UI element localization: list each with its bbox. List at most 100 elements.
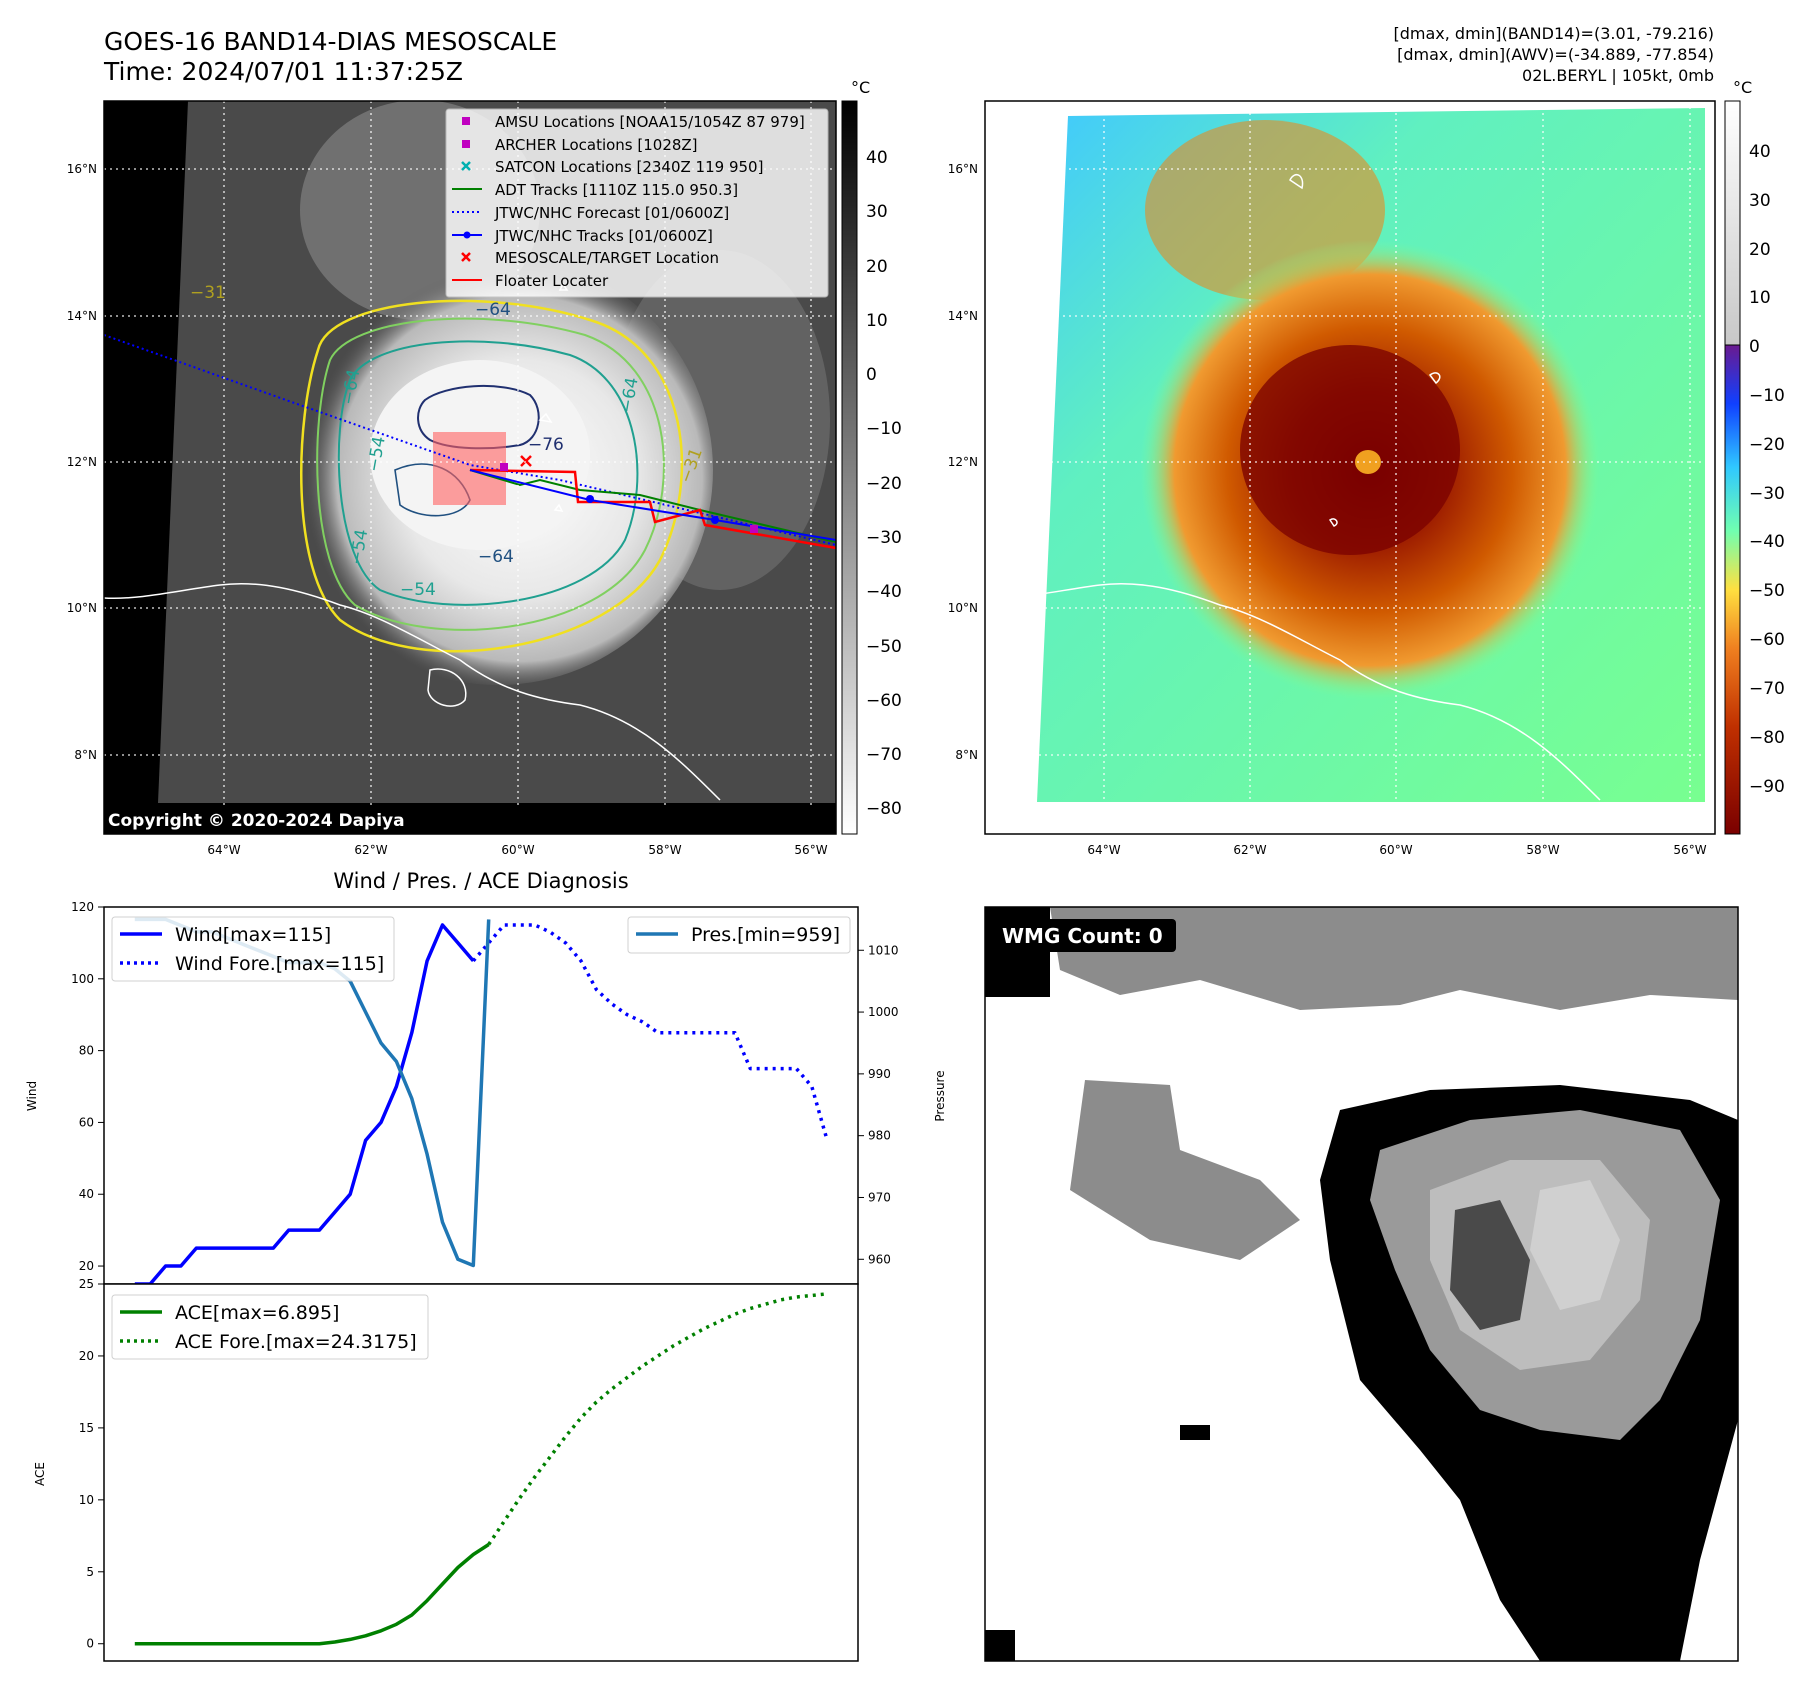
svg-text:MESOSCALE/TARGET Location: MESOSCALE/TARGET Location [495,249,719,267]
pressure-y-tick-label: 1010 [868,943,899,957]
colorbar-tick: −60 [1749,630,1785,650]
ir-coastline-trinidad [427,668,467,707]
ir-contour-54 [316,317,665,631]
svg-text:SATCON Locations [2340Z 119 95: SATCON Locations [2340Z 119 950] [495,158,763,176]
colorbar-tick: −30 [866,528,902,548]
svg-text:ARCHER Locations [1028Z]: ARCHER Locations [1028Z] [495,136,698,154]
wind-y-tick-label: 80 [79,1044,94,1058]
copyright-text: Copyright © 2020-2024 Dapiya [108,811,405,831]
wind-y-tick-label: 20 [79,1259,94,1273]
colorbar-tick: −50 [1749,581,1785,601]
wmg-black-patch [1180,1425,1210,1440]
lon-label: 62°W [354,843,387,857]
awv-eye [1355,450,1381,474]
colorbar-tick: −90 [1749,777,1785,797]
jtwc-track-point [711,516,719,524]
wind-y-tick-label: 40 [79,1187,94,1201]
wind-y-tick-label: 60 [79,1115,94,1129]
contour-label: −76 [528,435,564,455]
ace-fore-legend-label: ACE Fore.[max=24.3175] [175,1331,417,1353]
info-line-awv: [dmax, dmin](AWV)=(-34.889, -77.854) [1397,45,1714,64]
colorbar-tick: 10 [1749,288,1771,308]
lon-label: 56°W [794,843,827,857]
ace-y-tick-label: 25 [79,1277,94,1291]
colorbar-tick: 10 [866,311,888,331]
lat-label: 8°N [74,748,97,762]
figure-title: GOES-16 BAND14-DIAS MESOSCALE [104,27,557,56]
colorbar-tick: 40 [866,148,888,168]
legend-item-archer: ARCHER Locations [1028Z] [462,136,698,154]
pressure-y-tick-label: 970 [868,1190,891,1204]
ir-legend: AMSU Locations [NOAA15/1054Z 87 979] ARC… [445,108,829,298]
contour-label: −64 [475,300,511,320]
info-line-band14: [dmax, dmin](BAND14)=(3.01, -79.216) [1394,24,1715,43]
legend-item-jtwc-forecast: JTWC/NHC Forecast [01/0600Z] [452,204,729,222]
colorbar-tick: 0 [866,365,877,385]
ir-contour-labels: −64 −76 −64 −54 −64 −54 −54 −31 −31 −64 [190,283,707,600]
svg-text:ADT Tracks [1110Z 115.0 950.3]: ADT Tracks [1110Z 115.0 950.3] [495,181,738,199]
lon-label: 56°W [1673,843,1706,857]
ir-contour-64 [337,340,639,606]
ace-y-tick-label: 20 [79,1349,94,1363]
lon-label: 58°W [648,843,681,857]
colorbar-tick: 20 [1749,240,1771,260]
lat-label: 14°N [67,309,97,323]
colorbar-tick: −20 [1749,435,1785,455]
wmg-gray-region-west [1070,1080,1300,1260]
ace-y-tick-label: 10 [79,1493,94,1507]
colorbar-tick: −10 [866,419,902,439]
jtwc-track-point [586,495,594,503]
wind-y-ticks: 20 40 60 80 100 120 [71,900,104,1273]
floater-box [433,432,506,505]
archer-marker [500,463,508,471]
wmg-storm-core [1530,1180,1620,1310]
ace-forecast-line [487,1292,828,1546]
contour-label: −64 [478,547,514,567]
ace-legend-label: ACE[max=6.895] [175,1302,339,1324]
lon-label: 62°W [1233,843,1266,857]
wmg-panel-frame [984,906,1739,1662]
lat-label: 16°N [67,162,97,176]
legend-item-floater: Floater Locater [452,272,609,290]
ir-coastline-venezuela [104,582,721,801]
lon-label: 60°W [1379,843,1412,857]
awv-coastline-venezuela [985,582,1601,801]
lat-label: 10°N [948,601,978,615]
lat-label: 12°N [67,455,97,469]
diagnosis-panel: Wind / Pres. / ACE Diagnosis Wind Pressu… [25,869,947,1662]
figure-time: Time: 2024/07/01 11:37:25Z [103,57,463,86]
lon-label: 60°W [501,843,534,857]
awv-colorbar-unit: °C [1733,78,1752,97]
wmg-label-box [994,919,1176,952]
svg-text:JTWC/NHC Forecast [01/0600Z]: JTWC/NHC Forecast [01/0600Z] [494,204,729,222]
amsu-marker [750,525,758,533]
legend-item-amsu: AMSU Locations [NOAA15/1054Z 87 979] [462,113,805,131]
ir-contour-76 [417,385,540,450]
legend-item-satcon: SATCON Locations [2340Z 119 950] [461,158,763,176]
awv-lat-labels: 16°N 14°N 12°N 10°N 8°N [948,162,978,762]
legend-item-jtwc-tracks: JTWC/NHC Tracks [01/0600Z] [452,227,713,245]
wind-line [134,923,475,1284]
awv-map-panel: 16°N 14°N 12°N 10°N 8°N 64°W 62°W 60°W 5… [948,78,1785,857]
pressure-legend: Pres.[min=959] [627,916,851,954]
awv-storm-core [1240,345,1460,555]
ace-legend: ACE[max=6.895] ACE Fore.[max=24.3175] [111,1294,429,1360]
lon-label: 64°W [1087,843,1120,857]
svg-text:Floater Locater: Floater Locater [495,272,609,290]
colorbar-tick: −40 [1749,532,1785,552]
wmg-gray-region-north [1050,907,1738,1010]
ace-y-tick-label: 0 [86,1637,94,1651]
ace-y-tick-label: 15 [79,1421,94,1435]
ace-y-ticks: 0 5 10 15 20 25 [79,1277,104,1651]
wind-y-tick-label: 120 [71,900,94,914]
lat-label: 12°N [948,455,978,469]
awv-colorbar-ticks: 40 30 20 10 0 −10 −20 −30 −40 −50 −60 −7… [1749,142,1785,797]
lon-label: 58°W [1526,843,1559,857]
copyright-strip [104,805,836,834]
pressure-axis-label: Pressure [933,1070,947,1121]
wind-y-tick-label: 100 [71,972,94,986]
contour-label: −54 [400,580,436,600]
awv-coastline-islands [1289,173,1441,527]
wind-axis-label: Wind [25,1081,39,1111]
svg-text:JTWC/NHC Tracks [01/0600Z]: JTWC/NHC Tracks [01/0600Z] [494,227,713,245]
